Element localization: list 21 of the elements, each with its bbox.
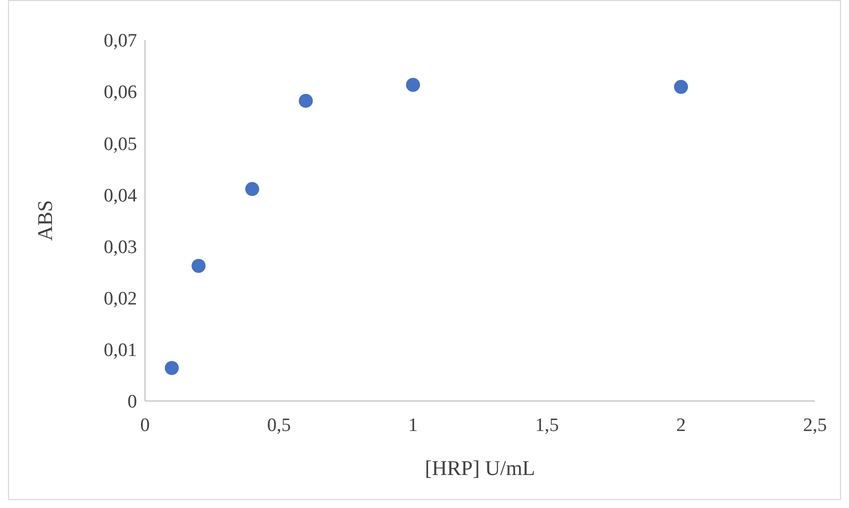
- y-tick-label: 0,05: [104, 134, 137, 155]
- point: [674, 80, 688, 94]
- y-tick-label: 0,04: [104, 185, 138, 206]
- x-axis-title: [HRP] U/mL: [424, 456, 536, 480]
- y-tick-label: 0,02: [104, 288, 137, 310]
- y-tick-label: 0,01: [104, 340, 137, 362]
- point: [298, 94, 313, 108]
- y-tick-label: 0,07: [104, 30, 137, 52]
- y-axis-title: ABS: [33, 200, 57, 241]
- x-tick-label: 1: [408, 415, 418, 436]
- point: [164, 360, 179, 375]
- x-tick-label: 1,5: [535, 415, 559, 436]
- x-tick-label: 0,5: [267, 415, 291, 436]
- y-tick-label: 0,03: [104, 236, 137, 258]
- y-tick-label: 0: [128, 392, 137, 413]
- point: [406, 78, 420, 92]
- point: [245, 182, 260, 196]
- y-tick-label: 0,06: [104, 82, 137, 104]
- x-tick-label: 2,5: [803, 415, 827, 436]
- point: [192, 258, 206, 273]
- x-tick-label: 2: [676, 415, 686, 436]
